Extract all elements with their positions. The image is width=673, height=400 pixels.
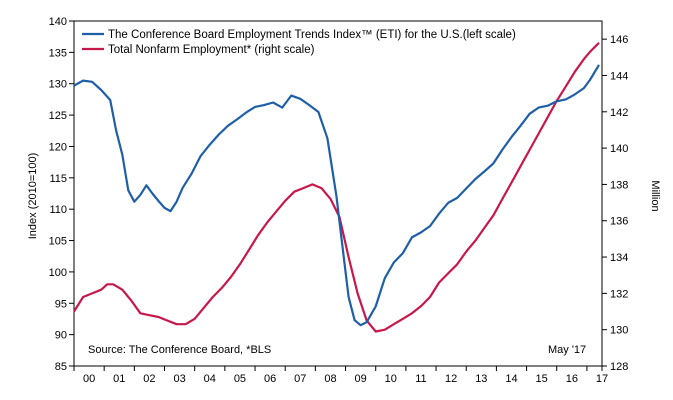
x-tick-label: 14 <box>505 373 517 385</box>
date-note: May '17 <box>548 344 586 356</box>
series-line-total-nonfarm-employment <box>73 42 600 333</box>
source-note: Source: The Conference Board, *BLS <box>88 344 271 356</box>
right-tick-label: 128 <box>610 361 628 373</box>
x-tick-label: 08 <box>324 373 336 385</box>
left-tick-label: 140 <box>49 16 67 28</box>
left-tick-label: 120 <box>49 141 67 153</box>
left-tick-label: 135 <box>49 47 67 59</box>
x-tick-label: 17 <box>596 373 608 385</box>
right-tick-label: 140 <box>610 143 628 155</box>
left-tick-label: 110 <box>49 204 67 216</box>
legend-label-nonfarm: Total Nonfarm Employment* (right scale) <box>108 44 315 56</box>
x-tick-label: 09 <box>355 373 367 385</box>
left-tick-label: 115 <box>49 173 67 185</box>
series-lines <box>73 42 600 333</box>
x-tick-label: 02 <box>143 373 155 385</box>
x-tick-label: 05 <box>234 373 246 385</box>
left-tick-label: 90 <box>55 330 67 342</box>
right-tick-label: 134 <box>610 252 628 264</box>
left-tick-label: 130 <box>49 79 67 91</box>
right-tick-label: 144 <box>610 70 628 82</box>
x-tick-label: 06 <box>264 373 276 385</box>
x-tick-label: 00 <box>83 373 95 385</box>
legend: The Conference Board Employment Trends I… <box>82 29 516 56</box>
x-tick-label: 15 <box>536 373 548 385</box>
x-tick-label: 04 <box>204 373 216 385</box>
legend-label-eti: The Conference Board Employment Trends I… <box>108 29 516 41</box>
x-tick-label: 13 <box>475 373 487 385</box>
left-axis-title: Index (2010=100) <box>27 153 39 240</box>
right-tick-label: 132 <box>610 288 628 300</box>
x-tick-label: 03 <box>173 373 185 385</box>
right-axis: 128 130 132 134 136 138 140 142 144 146 <box>602 34 628 373</box>
right-tick-label: 130 <box>610 325 628 337</box>
right-axis-title: Million <box>649 180 661 211</box>
x-tick-label: 16 <box>566 373 578 385</box>
x-tick-label: 11 <box>415 373 426 385</box>
left-tick-label: 85 <box>55 361 67 373</box>
right-tick-label: 142 <box>610 107 628 119</box>
x-axis: 00 01 02 03 04 05 06 07 08 09 10 11 12 13 14 15 16 17 <box>73 366 608 385</box>
right-tick-label: 138 <box>610 179 628 191</box>
series-line-employment-trends-index <box>73 64 600 327</box>
right-tick-label: 146 <box>610 34 628 46</box>
x-tick-label: 10 <box>385 373 397 385</box>
plot-frame <box>73 20 603 367</box>
x-tick-label: 07 <box>294 373 306 385</box>
left-tick-label: 100 <box>49 267 67 279</box>
right-tick-label: 136 <box>610 216 628 228</box>
left-tick-label: 95 <box>55 298 67 310</box>
x-tick-label: 01 <box>113 373 125 385</box>
plot-frame-group <box>73 20 603 367</box>
left-tick-label: 125 <box>49 110 67 122</box>
x-tick-label: 12 <box>445 373 457 385</box>
left-axis: 85 90 95 100 105 110 115 120 125 130 135 140 <box>49 16 74 373</box>
left-tick-label: 105 <box>49 236 67 248</box>
